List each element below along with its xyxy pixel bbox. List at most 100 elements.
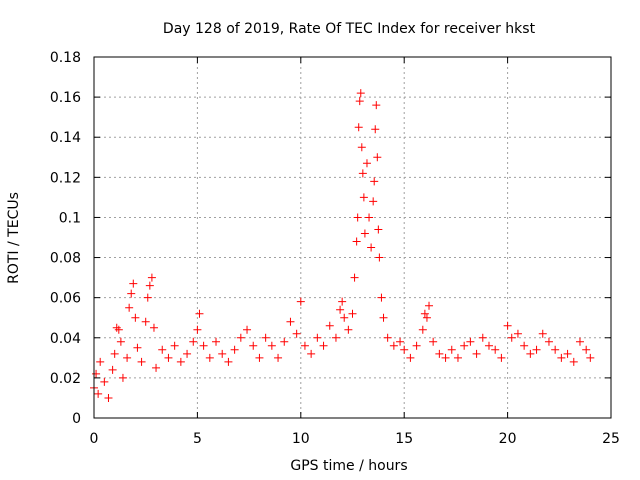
data-point [466, 337, 475, 346]
data-point [353, 213, 362, 222]
data-point [357, 143, 366, 152]
x-tick-label: 20 [499, 431, 517, 447]
y-tick-label: 0.12 [50, 170, 81, 186]
data-point [218, 349, 227, 358]
data-point [300, 341, 309, 350]
y-tick-label: 0.04 [50, 331, 81, 347]
data-point [350, 273, 359, 282]
data-point [420, 309, 429, 318]
data-point [325, 321, 334, 330]
data-point [125, 303, 134, 312]
data-point [544, 337, 553, 346]
data-point [371, 125, 380, 134]
data-point [131, 313, 140, 322]
data-point [360, 229, 369, 238]
data-point [338, 297, 347, 306]
data-point [370, 177, 379, 186]
data-point [110, 349, 119, 358]
data-point [344, 325, 353, 334]
data-point [513, 329, 522, 338]
data-point [374, 225, 383, 234]
data-point [236, 333, 245, 342]
data-points [90, 89, 595, 402]
data-point [503, 321, 512, 330]
grid-lines [94, 57, 611, 418]
data-point [551, 345, 560, 354]
data-point [586, 353, 595, 362]
data-point [230, 345, 239, 354]
data-point [137, 357, 146, 366]
x-tick-label: 15 [395, 431, 413, 447]
data-point [453, 353, 462, 362]
data-point [118, 373, 127, 382]
data-point [212, 337, 221, 346]
data-point [491, 345, 500, 354]
data-point [472, 349, 481, 358]
data-point [359, 193, 368, 202]
data-point [183, 349, 192, 358]
data-point [348, 309, 357, 318]
data-point [365, 213, 374, 222]
data-point [195, 309, 204, 318]
data-point [170, 341, 179, 350]
data-point [377, 293, 386, 302]
data-point [261, 333, 270, 342]
data-point [340, 313, 349, 322]
data-point [355, 97, 364, 106]
data-point [92, 369, 101, 378]
data-point [313, 333, 322, 342]
data-point [108, 365, 117, 374]
data-point [400, 345, 409, 354]
data-point [296, 297, 305, 306]
data-point [176, 357, 185, 366]
data-point [96, 357, 105, 366]
data-point [292, 329, 301, 338]
data-point [141, 317, 150, 326]
data-point [569, 357, 578, 366]
data-point [307, 349, 316, 358]
data-point [532, 345, 541, 354]
data-point [520, 341, 529, 350]
data-point [538, 329, 547, 338]
data-point [199, 341, 208, 350]
data-point [447, 345, 456, 354]
data-point [193, 325, 202, 334]
data-point [189, 337, 198, 346]
data-point [286, 317, 295, 326]
data-point [373, 153, 382, 162]
data-point [149, 323, 158, 332]
data-point [484, 341, 493, 350]
data-point [116, 337, 125, 346]
data-point [127, 289, 136, 298]
chart-title: Day 128 of 2019, Rate Of TEC Index for r… [163, 21, 536, 37]
data-point [582, 345, 591, 354]
data-point [243, 325, 252, 334]
y-tick-label: 0 [72, 411, 81, 427]
data-point [352, 237, 361, 246]
x-tick-label: 5 [193, 431, 202, 447]
y-tick-label: 0.1 [59, 210, 81, 226]
data-point [389, 341, 398, 350]
plot-area-border [93, 56, 612, 419]
data-point [152, 363, 161, 372]
data-point [379, 313, 388, 322]
y-tick-label: 0.06 [50, 291, 81, 307]
data-point [435, 349, 444, 358]
data-point [497, 353, 506, 362]
x-tick-label: 0 [90, 431, 99, 447]
y-tick-label: 0.14 [50, 130, 81, 146]
data-point [412, 341, 421, 350]
data-point [336, 305, 345, 314]
data-point [563, 349, 572, 358]
data-point [358, 169, 367, 178]
data-point [274, 353, 283, 362]
data-point [425, 301, 434, 310]
data-point [112, 323, 121, 332]
data-point [164, 353, 173, 362]
data-point [441, 353, 450, 362]
data-point [557, 353, 566, 362]
data-point [354, 123, 363, 132]
y-tick-label: 0.18 [50, 50, 81, 66]
data-point [356, 89, 365, 98]
data-point [224, 357, 233, 366]
